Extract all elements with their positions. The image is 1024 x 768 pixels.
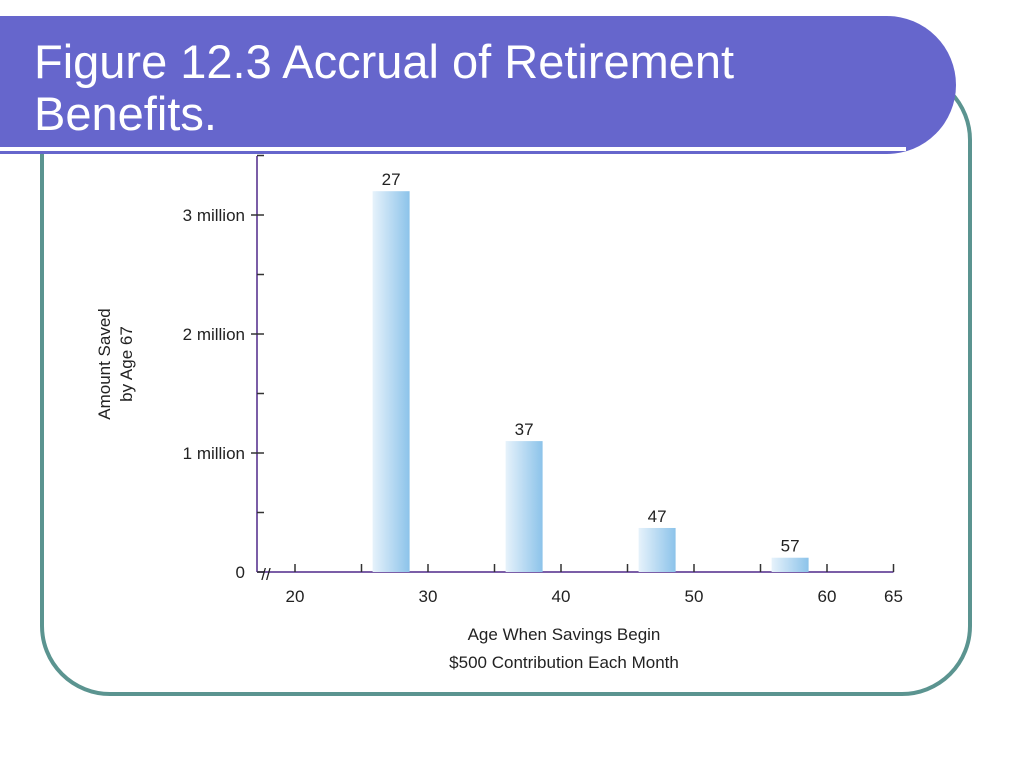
bar-data-label: 37 <box>515 420 534 439</box>
x-tick-label: 40 <box>552 587 571 606</box>
title-banner: Figure 12.3 Accrual of Retirement Benefi… <box>0 16 956 154</box>
x-axis-title: Age When Savings Begin <box>468 625 661 644</box>
y-axis-subtitle: by Age 67 <box>117 326 136 402</box>
x-tick-label: 65 <box>884 587 903 606</box>
slide-title: Figure 12.3 Accrual of Retirement Benefi… <box>34 35 735 140</box>
x-tick-label: 20 <box>286 587 305 606</box>
bar <box>771 557 809 572</box>
bar <box>505 441 543 572</box>
axis-break-mark: // <box>261 565 271 584</box>
slide-frame <box>40 70 972 696</box>
y-tick-label: 2 million <box>183 325 245 344</box>
x-tick-label: 60 <box>818 587 837 606</box>
y-tick-label: 1 million <box>183 444 245 463</box>
x-axis-subtitle: $500 Contribution Each Month <box>449 653 679 672</box>
bar <box>372 191 410 572</box>
title-underline <box>0 147 906 151</box>
y-tick-label: 0 <box>236 563 245 582</box>
bar-data-label: 27 <box>382 170 401 189</box>
bar-data-label: 47 <box>648 507 667 526</box>
bar <box>638 527 676 572</box>
x-tick-label: 50 <box>685 587 704 606</box>
x-tick-label: 30 <box>419 587 438 606</box>
y-axis-title: Amount Saved <box>95 308 114 420</box>
y-tick-label: 3 million <box>183 206 245 225</box>
bar-data-label: 57 <box>781 537 800 556</box>
